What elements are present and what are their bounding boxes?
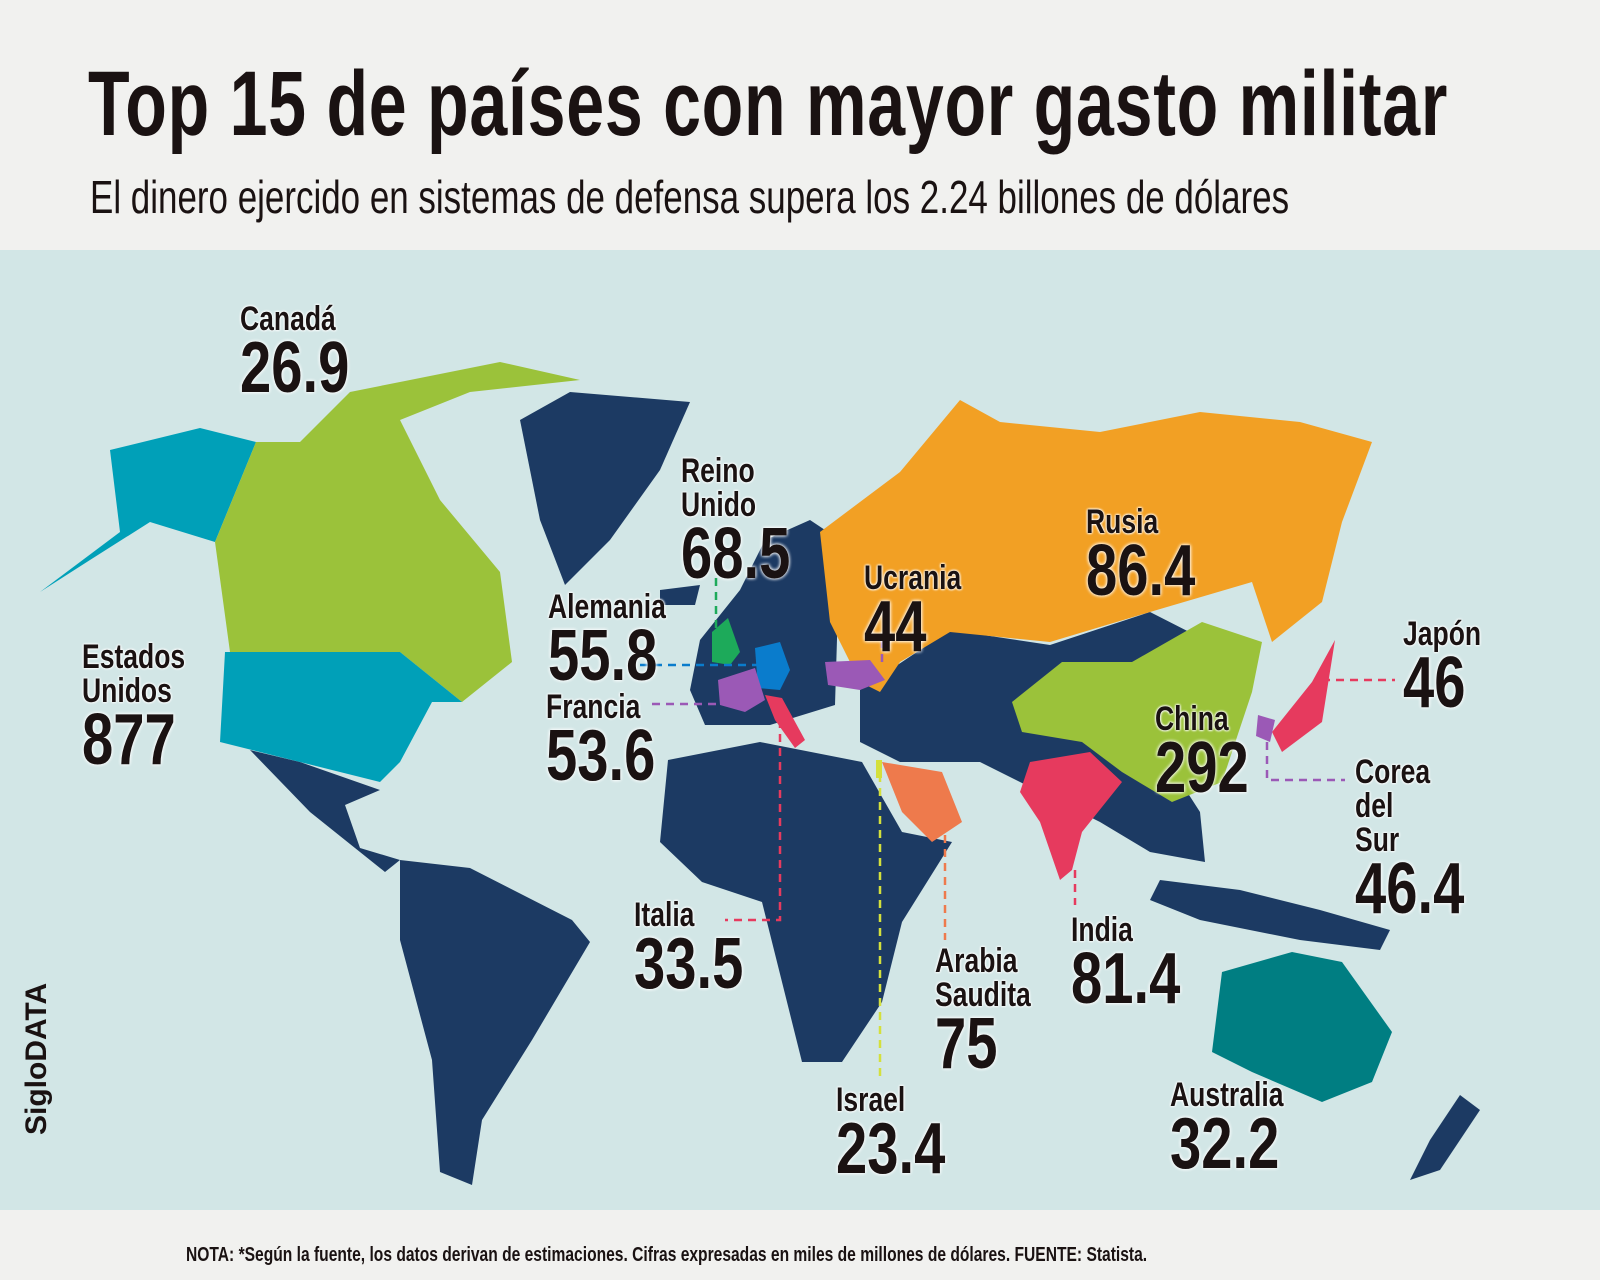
- leader-lines: [640, 578, 1395, 1080]
- page-title: Top 15 de países con mayor gasto militar: [88, 53, 1449, 155]
- country-value: 53.6: [546, 716, 656, 796]
- country-name: Japón: [1403, 615, 1482, 653]
- europe: [690, 520, 840, 725]
- label-russia: Rusia 86.4: [1086, 505, 1226, 607]
- country-name: Israel: [836, 1081, 906, 1119]
- world-map: [0, 250, 1600, 1210]
- country-value: 46.4: [1355, 849, 1465, 929]
- country-value: 877: [82, 700, 176, 780]
- country-name: Alemania: [548, 588, 666, 626]
- country-name: Rusia: [1086, 503, 1159, 541]
- country-name: Ucrania: [864, 559, 962, 597]
- footer-note: NOTA: *Según la fuente, los datos deriva…: [186, 1244, 1148, 1266]
- label-usa: Estados Unidos 877: [82, 640, 222, 776]
- mexico-central-america: [250, 750, 400, 872]
- france: [718, 668, 765, 712]
- country-name: Estados Unidos: [82, 638, 186, 710]
- india: [1020, 752, 1122, 880]
- country-name: Canadá: [240, 300, 336, 338]
- iceland: [660, 585, 700, 605]
- country-name: Reino Unido: [681, 452, 757, 524]
- label-uk: Reino Unido 68.5: [681, 454, 821, 590]
- label-china: China 292: [1155, 702, 1275, 804]
- page-subtitle: El dinero ejercido en sistemas de defens…: [90, 171, 1290, 223]
- label-japan: Japón 46: [1403, 617, 1503, 719]
- country-name: Italia: [634, 896, 695, 934]
- country-value: 44: [864, 587, 927, 667]
- country-value: 68.5: [681, 514, 791, 594]
- label-canada: Canadá 26.9: [240, 302, 380, 404]
- label-saudi-arabia: Arabia Saudita 75: [935, 944, 1055, 1080]
- russia: [820, 400, 1372, 692]
- label-india: India 81.4: [1071, 913, 1211, 1015]
- usa: [220, 652, 462, 782]
- south-america: [400, 860, 590, 1185]
- country-value: 26.9: [240, 328, 350, 408]
- ukraine: [825, 660, 885, 690]
- australia: [1212, 952, 1392, 1102]
- country-value: 46: [1403, 643, 1466, 723]
- country-name: China: [1155, 700, 1229, 738]
- greenland: [520, 392, 690, 585]
- label-germany: Alemania 55.8: [548, 590, 699, 692]
- country-value: 23.4: [836, 1109, 946, 1189]
- country-name: Arabia Saudita: [935, 942, 1031, 1014]
- uk: [712, 618, 740, 665]
- country-name: India: [1071, 911, 1133, 949]
- country-value: 33.5: [634, 924, 744, 1004]
- germany: [755, 642, 790, 690]
- country-value: 75: [935, 1004, 998, 1084]
- label-italy: Italia 33.5: [634, 898, 774, 1000]
- alaska: [40, 428, 256, 592]
- china: [1012, 622, 1262, 802]
- brand-logo: SigloDATA: [20, 982, 53, 1135]
- other-countries: [250, 392, 1480, 1185]
- label-france: Francia 53.6: [546, 690, 686, 792]
- japan: [1272, 640, 1335, 752]
- country-name: Corea del Sur: [1355, 753, 1431, 859]
- saudi-arabia: [882, 762, 962, 842]
- label-south-korea: Corea del Sur 46.4: [1355, 755, 1495, 925]
- label-ukraine: Ucrania 44: [864, 561, 989, 663]
- label-australia: Australia 32.2: [1170, 1078, 1316, 1180]
- canada: [215, 362, 580, 702]
- italy: [765, 695, 805, 748]
- country-value: 55.8: [548, 616, 658, 696]
- country-value: 292: [1155, 728, 1249, 808]
- country-value: 32.2: [1170, 1104, 1280, 1184]
- label-israel: Israel 23.4: [836, 1083, 976, 1185]
- south-korea: [1256, 715, 1275, 742]
- se-asia-islands: [1150, 880, 1390, 950]
- country-value: 86.4: [1086, 531, 1196, 611]
- country-value: 81.4: [1071, 939, 1181, 1019]
- country-name: Francia: [546, 688, 641, 726]
- country-name: Australia: [1170, 1076, 1284, 1114]
- new-zealand: [1410, 1095, 1480, 1180]
